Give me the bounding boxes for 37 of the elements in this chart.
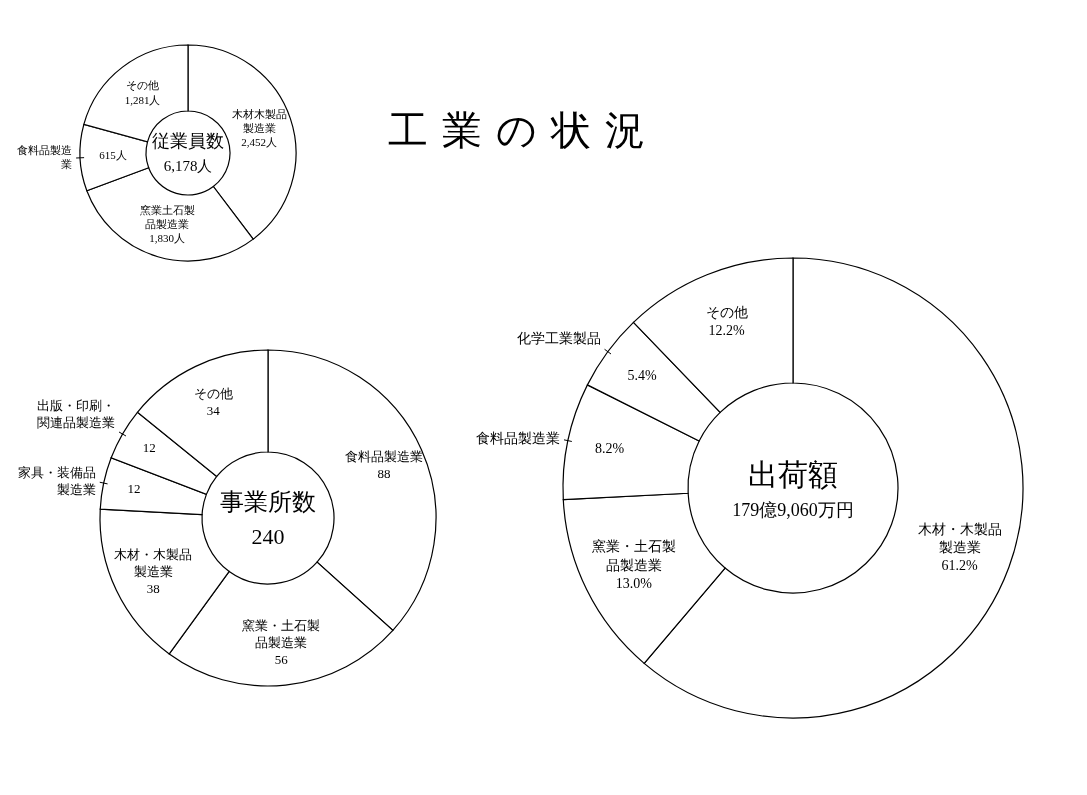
data-label: 34 (206, 402, 221, 418)
slice-label: 食料品製造業 (345, 448, 424, 464)
slice-label: 出版・印刷・関連品製造業 (37, 397, 116, 430)
slice-label: 食料品製造業 (476, 431, 561, 447)
slice-label: その他 (193, 385, 233, 401)
data-label: 61.2% (941, 558, 979, 574)
text: 6,178人 (162, 157, 214, 177)
slice-label: その他 (126, 78, 160, 91)
text: 240 (250, 522, 286, 551)
data-label: 5.4% (627, 368, 657, 384)
text: 179億9,060万円 (732, 499, 854, 522)
slice-label: 化学工業製品 (516, 331, 601, 347)
data-label: 13.0% (615, 576, 653, 592)
text: 出荷額 (747, 457, 839, 493)
slice-label: 食料品製造業 (17, 143, 73, 170)
text: 従業員数 (152, 130, 224, 154)
slice-label: その他 (705, 305, 748, 321)
data-label: 88 (377, 465, 391, 481)
data-label: 12 (142, 440, 156, 456)
text: 工業の状況 (388, 107, 659, 155)
slice-label: 窯業・土石製品製造業 (591, 539, 676, 573)
data-label: 38 (146, 580, 160, 596)
data-label: 56 (274, 652, 289, 668)
data-label: 2,452人 (241, 135, 277, 148)
slice-label: 窯業土石製品製造業 (139, 203, 195, 230)
slice-label: 木材木製品製造業 (231, 107, 287, 134)
slice-label: 家具・装備品製造業 (17, 464, 96, 497)
data-label: 8.2% (594, 440, 625, 456)
slice-label: 窯業・土石製品製造業 (242, 618, 321, 651)
data-label: 1,830人 (149, 231, 185, 244)
data-label: 12.2% (708, 323, 746, 339)
data-label: 615人 (99, 148, 127, 161)
data-label: 1,281人 (124, 93, 161, 106)
text: 事業所数 (220, 487, 316, 517)
data-label: 12 (127, 480, 141, 496)
slice-label: 木材・木製品製造業 (114, 546, 193, 579)
slice-label: 木材・木製品製造業 (917, 522, 1002, 556)
